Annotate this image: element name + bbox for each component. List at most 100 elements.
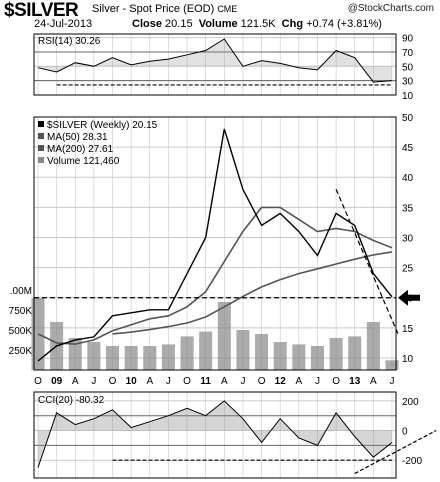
cci-panel: 200 0 -200 CCI(20) -80.32 (33, 391, 437, 479)
volume-bar (366, 322, 380, 370)
stockcharts-logo: @StockCharts.com (347, 3, 434, 14)
volume-bar (217, 302, 231, 370)
volume-bar (292, 344, 306, 370)
price-frame (33, 116, 397, 371)
x-tick-label: J (166, 376, 171, 387)
volume-bar (143, 346, 157, 370)
volume-bar (68, 338, 82, 370)
x-tick-label: 10 (126, 376, 138, 387)
price-tick-label: 15 (402, 324, 414, 335)
cci-line (37, 400, 393, 468)
volume-value: 121.5K (240, 18, 276, 30)
volume-bar (236, 330, 250, 370)
rsi-title: RSI(14) 30.26 (38, 36, 101, 47)
rsi-area (38, 39, 392, 83)
volume-bar (255, 334, 269, 370)
price-line (37, 128, 393, 362)
x-tick-label: J (315, 376, 320, 387)
x-tick-label: O (183, 376, 191, 387)
rsi-tick-label: 30 (402, 77, 414, 88)
ticker-symbol: $SILVER (4, 0, 79, 21)
quote-stats: Close 20.15 Volume 121.5K Chg +0.74 (+3.… (132, 18, 382, 30)
legend-price-swatch (38, 121, 44, 127)
x-tick-label: 11 (200, 376, 211, 387)
volume-tick-label: 750K (9, 306, 33, 317)
falling-trendline (335, 189, 399, 335)
x-axis: O 09 A J O 10 A J O 11 A J O 12 A J O 13 A J (34, 376, 394, 387)
x-tick-label: A (370, 376, 377, 387)
cci-tick-label: 0 (402, 427, 408, 438)
chart-header: $SILVER Silver - Spot Price (EOD) CME @S… (0, 0, 440, 34)
chg-label: Chg (281, 18, 304, 30)
ma50-line (37, 206, 393, 345)
rsi-panel: 90 70 50 30 10 RSI(14) 30.26 (33, 33, 414, 102)
legend-price: $SILVER (Weekly) 20.15 (47, 120, 158, 131)
legend-ma200: MA(200) 27.61 (47, 144, 114, 155)
close-value: 20.15 (165, 18, 193, 30)
price-tick-label: 10 (402, 354, 414, 365)
x-tick-label: A (221, 376, 228, 387)
legend-ma200-swatch (38, 145, 44, 151)
volume-bar (310, 346, 324, 370)
volume-bar (87, 342, 101, 370)
volume-bar (329, 338, 343, 370)
rsi-line (37, 38, 393, 83)
cci-tick-label: 200 (402, 397, 419, 408)
x-tick-label: O (332, 376, 340, 387)
volume-label: Volume (198, 18, 238, 30)
legend-volume-swatch (38, 157, 44, 163)
close-label: Close (132, 18, 162, 30)
x-tick-label: 12 (275, 376, 287, 387)
price-tick-label: 50 (402, 113, 414, 124)
rsi-frame (33, 33, 397, 96)
legend-volume: Volume 121,460 (47, 156, 120, 167)
price-tick-label: 35 (402, 203, 414, 214)
price-tick-label: 30 (402, 233, 414, 244)
x-tick-label: O (34, 376, 42, 387)
volume-bar (273, 342, 287, 370)
cci-area (38, 400, 392, 468)
volume-tick-label: 250K (9, 346, 33, 357)
price-panel: 504540353025201510.00M750K500K250K$SILVE… (9, 113, 420, 371)
legend-ma50: MA(50) 28.31 (47, 132, 108, 143)
price-tick-label: 40 (402, 173, 414, 184)
price-arrow-icon (398, 289, 420, 306)
x-tick-label: J (240, 376, 245, 387)
volume-bar (180, 336, 194, 370)
volume-tick-label: .00M (10, 286, 32, 297)
rsi-tick-label: 50 (402, 62, 414, 73)
volume-bar (199, 331, 213, 370)
instrument-description: Silver - Spot Price (EOD) CME (92, 3, 237, 15)
chg-value: +0.74 (+3.81%) (306, 18, 382, 30)
x-tick-label: O (109, 376, 117, 387)
price-tick-label: 25 (402, 264, 414, 275)
cci-frame (33, 391, 397, 479)
rsi-tick-label: 10 (402, 91, 414, 102)
ma200-line (112, 251, 393, 335)
x-tick-label: O (258, 376, 266, 387)
x-tick-label: A (146, 376, 153, 387)
rsi-tick-label: 70 (402, 48, 414, 59)
legend-ma50-swatch (38, 133, 44, 139)
x-tick-label: J (390, 376, 395, 387)
volume-bar (348, 336, 362, 370)
volume-bar (161, 344, 175, 370)
x-tick-label: J (91, 376, 96, 387)
price-tick-label: 45 (402, 143, 414, 154)
cci-rising-trendline (354, 430, 437, 475)
x-tick-label: 09 (51, 376, 63, 387)
volume-bar (124, 346, 138, 370)
exchange-label: CME (217, 4, 238, 14)
quote-date: 24-Jul-2013 (34, 18, 93, 30)
volume-bar (106, 346, 120, 370)
volume-tick-label: 500K (9, 326, 33, 337)
volume-bar (385, 360, 399, 370)
x-tick-label: A (296, 376, 303, 387)
x-tick-label: 13 (349, 376, 361, 387)
description-text: Silver - Spot Price (EOD) (92, 3, 215, 15)
rsi-tick-label: 90 (402, 34, 414, 45)
x-tick-label: A (72, 376, 79, 387)
cci-title: CCI(20) -80.32 (38, 395, 105, 406)
cci-tick-label: -200 (402, 456, 422, 467)
